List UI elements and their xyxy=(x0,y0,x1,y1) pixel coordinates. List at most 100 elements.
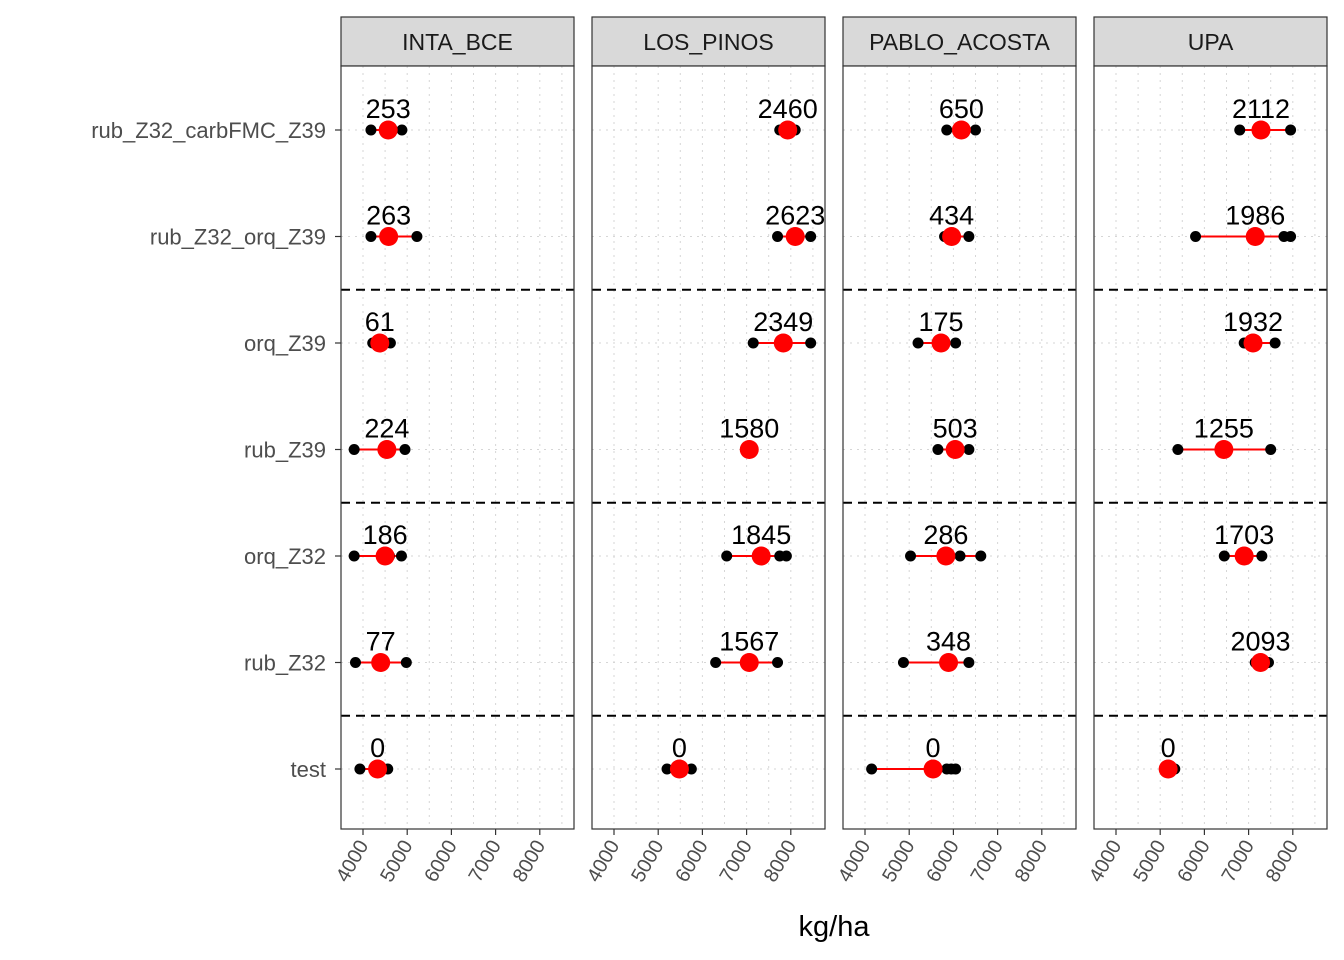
x-tick-label: 5000 xyxy=(1129,837,1170,887)
data-label: 1986 xyxy=(1225,201,1285,231)
x-tick-label: 6000 xyxy=(420,837,461,887)
y-tick-label: test xyxy=(291,757,326,782)
x-tick-label: 4000 xyxy=(332,837,373,887)
data-label: 175 xyxy=(918,307,963,337)
data-point xyxy=(1256,550,1268,562)
facet-strip-label: PABLO_ACOSTA xyxy=(869,29,1050,55)
x-tick-label: 4000 xyxy=(834,837,875,887)
data-point xyxy=(780,550,792,562)
x-tick-label: 7000 xyxy=(465,837,506,887)
panel-border xyxy=(842,65,1077,830)
data-point xyxy=(1265,444,1277,455)
mean-point xyxy=(378,120,398,140)
x-tick-label: 7000 xyxy=(1218,837,1259,887)
data-label: 2349 xyxy=(753,307,813,337)
mean-point xyxy=(939,653,959,672)
facet-strip-label: LOS_PINOS xyxy=(643,29,773,55)
y-tick-label: orq_Z39 xyxy=(244,331,326,356)
mean-point xyxy=(923,759,943,779)
data-label: 1703 xyxy=(1214,520,1274,550)
data-point xyxy=(1269,337,1281,349)
mean-point xyxy=(669,759,689,779)
panel-border xyxy=(591,65,826,830)
x-tick-label: 8000 xyxy=(1262,837,1303,887)
data-point xyxy=(400,657,412,668)
x-axis-title: kg/ha xyxy=(799,911,871,943)
data-point xyxy=(354,763,366,775)
mean-point xyxy=(751,546,771,566)
x-tick-label: 5000 xyxy=(878,837,919,887)
facet-panel: INTA_BCE 253 263 61 224 186 77 0 4000 5000 6000 700… xyxy=(332,16,575,887)
data-label: 2093 xyxy=(1230,627,1290,657)
data-label: 1932 xyxy=(1223,307,1283,337)
x-tick-label: 7000 xyxy=(967,837,1008,887)
data-label: 2460 xyxy=(758,94,818,124)
mean-point xyxy=(377,440,397,459)
data-point xyxy=(970,124,981,136)
data-point xyxy=(1285,124,1297,136)
data-label: 2623 xyxy=(765,201,825,231)
data-label: 253 xyxy=(366,94,411,124)
data-point xyxy=(772,231,784,242)
mean-point xyxy=(1243,333,1263,353)
data-label: 2112 xyxy=(1232,94,1290,124)
y-axis: rub_Z32_carbFMC_Z39 rub_Z32_orq_Z39 orq_Z3… xyxy=(91,118,341,782)
data-label: 286 xyxy=(923,520,968,550)
mean-point xyxy=(773,333,793,353)
data-label: 263 xyxy=(366,201,411,231)
mean-point xyxy=(370,333,390,353)
data-label: 503 xyxy=(933,414,978,444)
data-point xyxy=(395,550,407,562)
data-point xyxy=(805,231,817,242)
mean-point xyxy=(1158,759,1178,779)
data-point xyxy=(365,124,377,136)
data-point xyxy=(721,550,733,562)
mean-point xyxy=(1234,546,1254,566)
mean-point xyxy=(375,546,395,566)
data-label: 77 xyxy=(366,627,396,657)
facet-strip xyxy=(842,16,1077,67)
data-point xyxy=(710,657,722,668)
panel-border xyxy=(1093,65,1328,830)
data-point xyxy=(747,337,759,349)
data-point xyxy=(805,337,817,349)
data-label: 1580 xyxy=(719,414,779,444)
data-label: 0 xyxy=(1161,733,1176,763)
y-tick-label: rub_Z39 xyxy=(244,438,326,463)
x-tick-label: 6000 xyxy=(922,837,963,887)
data-label: 1845 xyxy=(731,520,791,550)
mean-point xyxy=(371,653,391,672)
mean-point xyxy=(379,227,399,246)
x-tick-label: 8000 xyxy=(760,837,801,887)
mean-point xyxy=(945,440,965,459)
x-tick-label: 4000 xyxy=(583,837,624,887)
mean-point xyxy=(951,120,971,140)
data-label: 1567 xyxy=(719,627,779,657)
data-label: 0 xyxy=(926,733,941,763)
data-point xyxy=(348,444,360,455)
data-point xyxy=(685,763,697,775)
data-point xyxy=(866,763,878,775)
mean-point xyxy=(1245,227,1265,246)
mean-point xyxy=(1251,120,1271,140)
data-label: 0 xyxy=(370,733,385,763)
data-label: 434 xyxy=(929,201,974,231)
mean-point xyxy=(1214,440,1234,459)
data-point xyxy=(950,763,962,775)
data-point xyxy=(661,763,673,775)
data-point xyxy=(932,444,944,455)
data-point xyxy=(905,550,917,562)
mean-point xyxy=(936,546,956,566)
data-point xyxy=(963,231,975,242)
data-point xyxy=(348,550,360,562)
data-point xyxy=(1190,231,1202,242)
y-tick-label: rub_Z32 xyxy=(244,651,326,676)
data-point xyxy=(411,231,423,242)
mean-point xyxy=(1251,653,1271,672)
data-label: 348 xyxy=(926,627,971,657)
mean-point xyxy=(778,120,798,140)
mean-point xyxy=(942,227,962,246)
data-point xyxy=(772,657,784,668)
facet-panel: PABLO_ACOSTA 650 434 175 503 286 348 0 4000 5000 6… xyxy=(834,16,1077,887)
data-label: 186 xyxy=(363,520,408,550)
